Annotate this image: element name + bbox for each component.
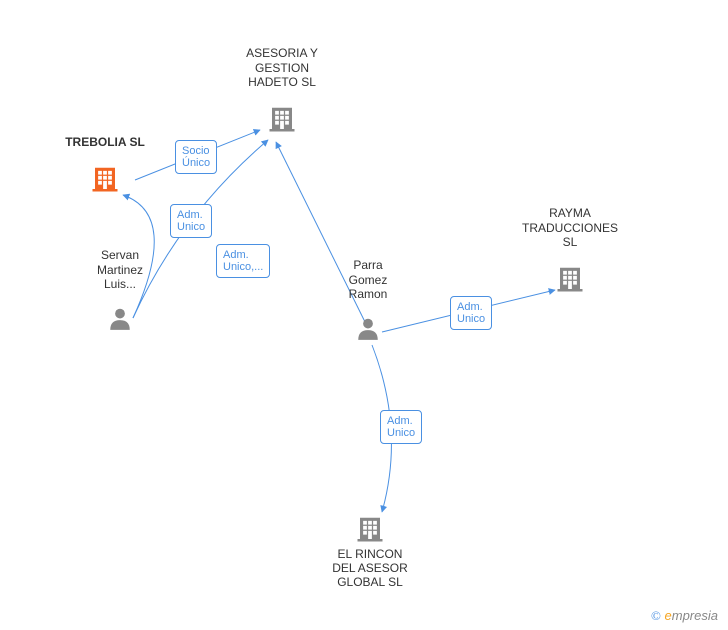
building-icon [267, 104, 297, 137]
node-asesoria[interactable]: ASESORIA Y GESTION HADETO SL [227, 46, 337, 136]
building-icon [90, 164, 120, 197]
person-icon [107, 306, 133, 335]
diagram-canvas: TREBOLIA SL ASESORIA Y GESTION HADETO SL… [0, 0, 728, 630]
node-parra[interactable]: Parra Gomez Ramon [313, 258, 423, 344]
node-servan[interactable]: Servan Martinez Luis... [65, 248, 175, 334]
edge-label-trebolia-asesoria: Socio Único [175, 140, 217, 174]
building-icon [555, 264, 585, 297]
node-label: EL RINCON DEL ASESOR GLOBAL SL [315, 547, 425, 590]
edge-label-parra-rayma: Adm. Unico [450, 296, 492, 330]
edge-label-servan-trebolia: Adm. Unico [170, 204, 212, 238]
node-label: TREBOLIA SL [50, 135, 160, 149]
footer-credit: © empresia [651, 608, 718, 624]
building-icon [355, 514, 385, 547]
node-label: Servan Martinez Luis... [65, 248, 175, 291]
node-rincon[interactable]: EL RINCON DEL ASESOR GLOBAL SL [315, 514, 425, 590]
node-label: Parra Gomez Ramon [313, 258, 423, 301]
node-label: ASESORIA Y GESTION HADETO SL [227, 46, 337, 89]
node-rayma[interactable]: RAYMA TRADUCCIONES SL [515, 206, 625, 296]
copyright-symbol: © [651, 608, 661, 623]
node-label: RAYMA TRADUCCIONES SL [515, 206, 625, 249]
edge-parra-rincon [372, 345, 391, 512]
brand: empresia [665, 608, 718, 623]
person-icon [355, 316, 381, 345]
edge-label-parra-rincon: Adm. Unico [380, 410, 422, 444]
edge-label-parra-asesoria: Adm. Unico,... [216, 244, 270, 278]
node-trebolia[interactable]: TREBOLIA SL [50, 135, 160, 196]
